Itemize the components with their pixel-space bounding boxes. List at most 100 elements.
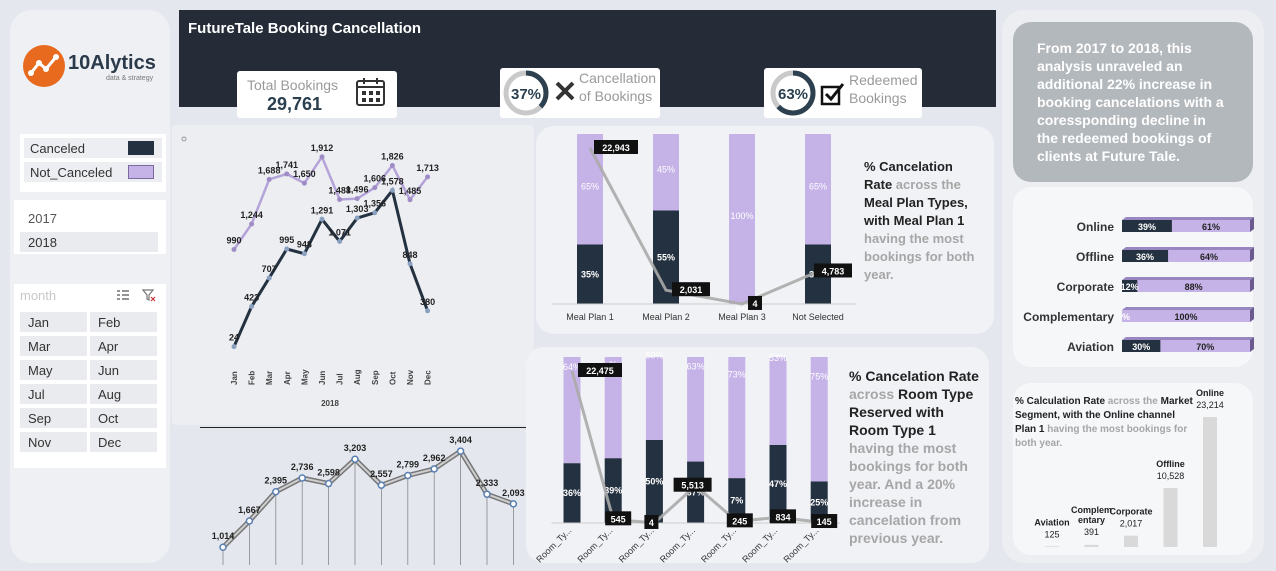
x-tick-label: Jul — [336, 373, 345, 385]
bar-label-canceled: % — [1122, 312, 1130, 322]
month-button-jan[interactable]: Jan — [20, 312, 87, 332]
data-label: 1,356 — [364, 199, 387, 209]
bar-label-not-canceled: 64% — [563, 362, 581, 372]
cancel-label-2: of Bookings — [579, 88, 653, 104]
data-label: 1,713 — [416, 163, 439, 173]
month-button-jun[interactable]: Jun — [90, 360, 157, 380]
data-label: 2,093 — [502, 488, 525, 498]
bar-3d-top — [1122, 337, 1254, 340]
meal-plan-card — [536, 126, 994, 334]
legend-canceled[interactable]: Canceled — [24, 138, 162, 158]
data-point — [301, 180, 307, 186]
bar-canceled — [577, 244, 603, 304]
month-button-apr[interactable]: Apr — [90, 336, 157, 356]
month-button-dec[interactable]: Dec — [90, 432, 157, 452]
bar-canceled — [1122, 280, 1138, 292]
x-tick-label: Jan — [230, 371, 239, 385]
x-tick-label: Aug — [353, 369, 362, 385]
bookings-label-bg — [578, 363, 622, 377]
data-point — [298, 474, 306, 482]
bar-3d-side — [1250, 307, 1254, 322]
data-point — [284, 246, 290, 252]
month-button-feb[interactable]: Feb — [90, 312, 157, 332]
bar-label-canceled: 55% — [657, 252, 675, 262]
year-2017-button[interactable]: 2017 — [28, 211, 57, 226]
bar — [1163, 488, 1178, 547]
bar-label-not-canceled: 50% — [645, 351, 663, 361]
bookings-label-bg — [770, 509, 796, 524]
year-2018-button[interactable]: 2018 — [20, 232, 158, 252]
bookings-label-bg — [814, 263, 852, 278]
bar — [1124, 535, 1138, 547]
bar-label-not-canceled: 53% — [769, 353, 787, 363]
segment-name: Complementary — [1023, 310, 1114, 324]
data-label: 2,598 — [317, 468, 340, 478]
segment-name: Corporate — [1057, 280, 1115, 294]
data-label: 1,485 — [399, 186, 422, 196]
data-point — [377, 481, 386, 489]
month-button-sep[interactable]: Sep — [20, 408, 87, 428]
data-point — [404, 471, 412, 480]
x-tick-label: Not Selected — [792, 312, 844, 322]
month-button-nov[interactable]: Nov — [20, 432, 87, 452]
series-line-canceled — [232, 187, 430, 348]
bar-canceled — [1122, 220, 1172, 232]
kpi-total-label: Total Bookings — [247, 77, 339, 93]
data-point — [324, 479, 333, 488]
segment-rate-chart: Online 39% 61% Offline 36% 64% Corporate 12% 88%… — [1023, 217, 1254, 354]
x-tick-label: Sep — [371, 370, 380, 385]
category-label: entary — [1078, 515, 1105, 525]
bookings-label-bg — [605, 511, 632, 526]
data-point — [319, 154, 325, 160]
data-point — [425, 308, 431, 314]
category-label: Corporate — [1109, 507, 1152, 517]
bookings-line — [588, 147, 819, 306]
bar-label-canceled: 7% — [730, 496, 743, 506]
clear-filter-icon[interactable] — [142, 289, 156, 302]
data-point — [351, 455, 359, 463]
logo-tagline: data & strategy — [106, 75, 154, 82]
data-label: 423 — [244, 292, 259, 302]
multi-select-icon[interactable] — [116, 289, 130, 301]
bar-not-canceled — [729, 134, 755, 304]
data-label: 1,912 — [311, 143, 334, 153]
bar-label-canceled: 36% — [1136, 252, 1154, 262]
bookings-label: 145 — [817, 517, 832, 527]
month-button-jul[interactable]: Jul — [20, 384, 87, 404]
redeem-label-2: Bookings — [849, 90, 907, 106]
data-label: 1,244 — [240, 210, 263, 220]
value-label: 23,214 — [1196, 400, 1224, 410]
bookings-label: 4,783 — [822, 266, 845, 276]
bar-not-canceled — [645, 357, 663, 440]
bookings-label: 4 — [649, 518, 654, 528]
legend-label: Not_Canceled — [30, 165, 113, 180]
bar-not-canceled — [687, 357, 705, 462]
checkbox-icon — [820, 83, 845, 106]
x-tick-label: Meal Plan 3 — [718, 312, 766, 322]
data-point — [266, 176, 272, 182]
segment-name: Online — [1077, 220, 1115, 234]
legend-not-canceled[interactable]: Not_Canceled — [24, 162, 162, 182]
logo: 10Alytics data & strategy — [22, 44, 162, 90]
month-button-aug[interactable]: Aug — [90, 384, 157, 404]
bar-canceled — [645, 440, 663, 523]
x-tick-label: Room_Ty... — [781, 525, 820, 563]
month-button-may[interactable]: May — [20, 360, 87, 380]
month-slicer-title: month — [20, 288, 57, 303]
value-label: 391 — [1084, 527, 1099, 537]
bar-not-canceled — [805, 134, 831, 245]
bar-label-canceled: 30% — [1132, 342, 1150, 352]
bar-canceled — [728, 478, 746, 523]
bar-canceled — [1122, 250, 1169, 262]
bar-not-canceled — [1171, 220, 1250, 232]
bookings-label: 245 — [732, 516, 747, 526]
legend-swatch — [128, 141, 154, 155]
month-button-mar[interactable]: Mar — [20, 336, 87, 356]
bar-not-canceled — [1122, 310, 1250, 322]
cancel-donut: 37% — [503, 70, 549, 116]
bar-not-canceled — [769, 357, 787, 445]
month-button-oct[interactable]: Oct — [90, 408, 157, 428]
data-point — [249, 303, 255, 309]
value-label: 2,017 — [1120, 519, 1143, 529]
logo-name: 10Alytics — [68, 52, 156, 74]
